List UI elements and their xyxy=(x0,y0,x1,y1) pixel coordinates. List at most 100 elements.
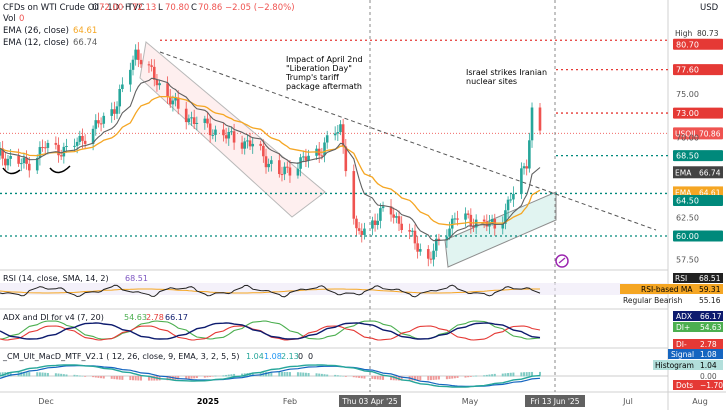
price-axis[interactable]: High 80.73 80.70 77.60 75.00 73.00 USOIL 70.867… xyxy=(620,29,723,390)
time-marker-april-badge[interactable] xyxy=(339,395,401,407)
candle-body[interactable] xyxy=(150,65,153,67)
candle-body[interactable] xyxy=(25,157,28,164)
candle-body[interactable] xyxy=(83,140,87,144)
candle-body[interactable] xyxy=(413,230,417,244)
candlestick-series[interactable] xyxy=(0,42,542,267)
candle-body[interactable] xyxy=(411,230,414,232)
level-60-badge[interactable] xyxy=(673,230,723,242)
candle-body[interactable] xyxy=(94,120,98,129)
candle-body[interactable] xyxy=(270,160,273,164)
candle-body[interactable] xyxy=(75,141,79,146)
candle-body[interactable] xyxy=(472,226,475,228)
candle-body[interactable] xyxy=(65,145,68,147)
candle-body[interactable] xyxy=(57,144,60,156)
candle-body[interactable] xyxy=(27,163,31,171)
adx-badge[interactable] xyxy=(673,311,723,321)
candle-body[interactable] xyxy=(78,135,82,142)
candle-body[interactable] xyxy=(296,168,300,176)
ema12-badge[interactable] xyxy=(673,166,723,179)
candle-body[interactable] xyxy=(214,129,217,135)
candle-body[interactable] xyxy=(445,236,449,241)
candle-body[interactable] xyxy=(304,156,308,161)
candle-body[interactable] xyxy=(344,146,348,172)
candle-body[interactable] xyxy=(19,163,23,165)
signal-badge[interactable] xyxy=(668,349,723,359)
candle-body[interactable] xyxy=(267,163,270,168)
candle-body[interactable] xyxy=(110,109,114,116)
level-80-70-badge[interactable] xyxy=(673,38,723,50)
candle-body[interactable] xyxy=(506,199,510,211)
candle-body[interactable] xyxy=(283,166,286,175)
candle-body[interactable] xyxy=(4,158,7,166)
candle-body[interactable] xyxy=(59,155,63,157)
candle-body[interactable] xyxy=(35,158,39,171)
candle-body[interactable] xyxy=(371,220,374,229)
candle-body[interactable] xyxy=(360,230,364,235)
histogram-badge[interactable] xyxy=(653,360,723,370)
candle-body[interactable] xyxy=(482,219,486,222)
candle-body[interactable] xyxy=(434,238,438,251)
macd-pane[interactable] xyxy=(0,364,668,388)
di-plus-badge[interactable] xyxy=(673,322,723,332)
candle-body[interactable] xyxy=(418,249,422,252)
candle-body[interactable] xyxy=(530,107,534,141)
candle-body[interactable] xyxy=(432,250,435,260)
candle-body[interactable] xyxy=(158,83,161,86)
candle-body[interactable] xyxy=(426,249,430,259)
candle-body[interactable] xyxy=(469,214,473,227)
candle-body[interactable] xyxy=(325,135,329,143)
candle-body[interactable] xyxy=(54,142,58,145)
candle-body[interactable] xyxy=(278,160,281,175)
candle-body[interactable] xyxy=(6,158,10,166)
candle-body[interactable] xyxy=(113,109,116,114)
candle-body[interactable] xyxy=(389,206,393,215)
candle-body[interactable] xyxy=(379,208,382,221)
candle-body[interactable] xyxy=(99,123,103,125)
candle-body[interactable] xyxy=(81,135,84,141)
candle-body[interactable] xyxy=(400,223,403,231)
candle-body[interactable] xyxy=(493,219,497,229)
candle-body[interactable] xyxy=(512,193,515,200)
candle-body[interactable] xyxy=(224,135,228,139)
rsi-pane[interactable] xyxy=(0,283,668,298)
candle-body[interactable] xyxy=(288,167,292,176)
candle-body[interactable] xyxy=(102,115,106,124)
candle-body[interactable] xyxy=(206,118,209,124)
level-64-50-badge[interactable] xyxy=(673,194,723,206)
candle-body[interactable] xyxy=(97,120,100,124)
candle-body[interactable] xyxy=(299,157,302,169)
candle-body[interactable] xyxy=(408,230,411,232)
candle-body[interactable] xyxy=(264,156,268,168)
descending-trendline[interactable] xyxy=(159,51,657,231)
candle-body[interactable] xyxy=(262,145,265,157)
candle-body[interactable] xyxy=(307,155,310,161)
annotation-israel[interactable]: Israel strikes Iranian nuclear sites xyxy=(466,68,547,86)
candle-body[interactable] xyxy=(448,228,451,237)
candle-body[interactable] xyxy=(509,199,513,201)
candle-body[interactable] xyxy=(474,219,478,228)
candle-body[interactable] xyxy=(187,118,191,123)
dots-badge[interactable] xyxy=(673,380,723,390)
candle-body[interactable] xyxy=(1,148,4,159)
candle-body[interactable] xyxy=(115,106,119,114)
candle-body[interactable] xyxy=(320,155,324,157)
candle-body[interactable] xyxy=(520,168,523,194)
annotation-liberation-day[interactable]: Impact of April 2nd "Liberation Day" Tru… xyxy=(285,55,363,91)
di-minus-badge[interactable] xyxy=(673,339,723,349)
candle-body[interactable] xyxy=(336,132,340,134)
candle-body[interactable] xyxy=(248,140,252,147)
candle-body[interactable] xyxy=(184,108,188,123)
candle-body[interactable] xyxy=(137,49,140,60)
candle-body[interactable] xyxy=(538,107,542,131)
rsi-badge[interactable] xyxy=(673,273,723,283)
candle-body[interactable] xyxy=(9,155,12,159)
candle-body[interactable] xyxy=(134,49,137,60)
candle-body[interactable] xyxy=(397,216,401,224)
candle-body[interactable] xyxy=(504,210,507,224)
candle-body[interactable] xyxy=(280,174,284,176)
candle-body[interactable] xyxy=(190,117,193,119)
candle-body[interactable] xyxy=(17,155,20,164)
candle-body[interactable] xyxy=(192,117,196,124)
time-marker-june-badge[interactable] xyxy=(525,395,585,407)
candle-body[interactable] xyxy=(357,228,361,231)
